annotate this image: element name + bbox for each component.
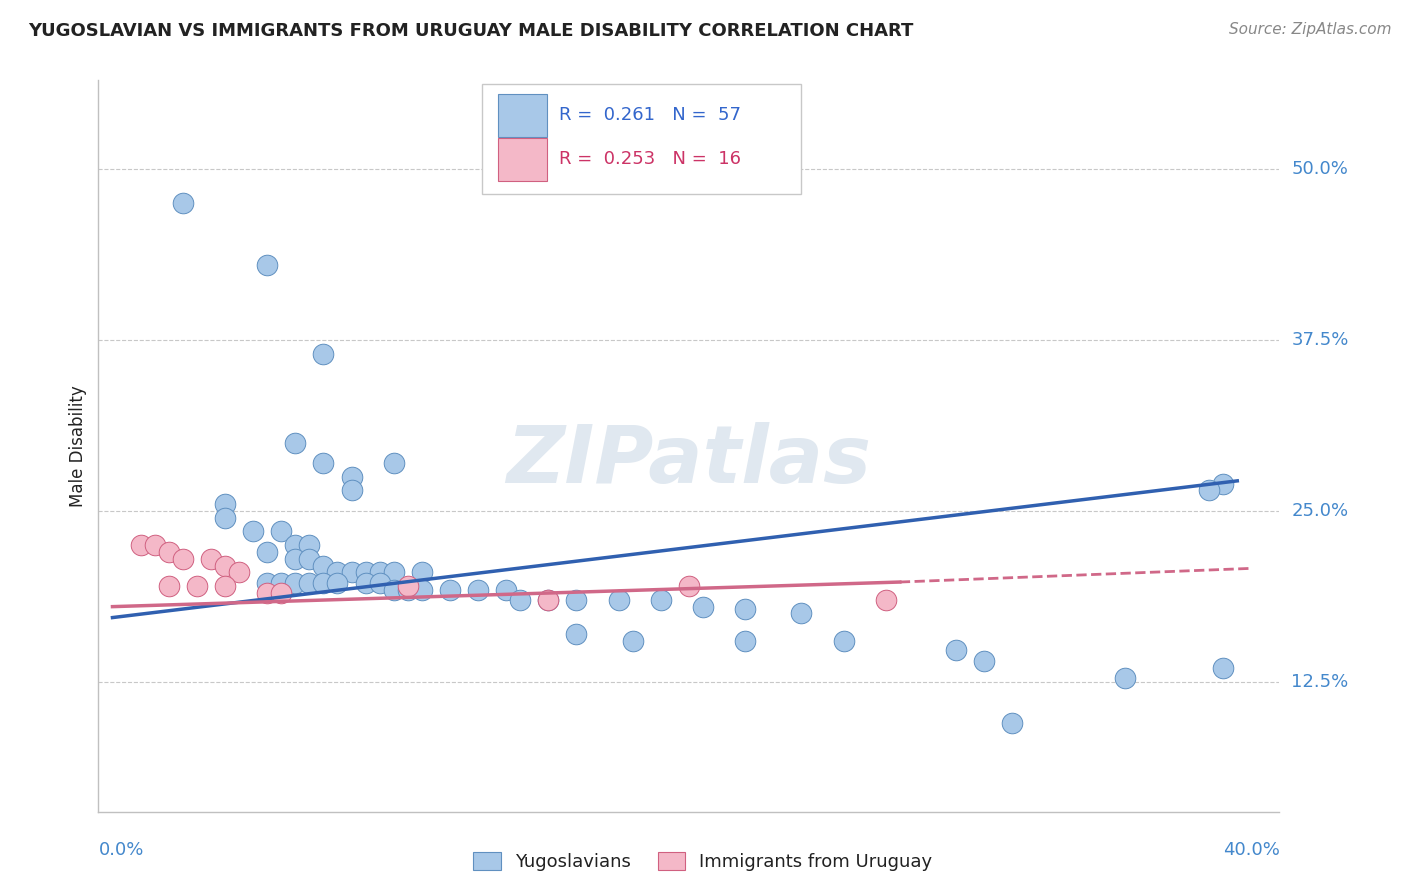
Point [256,576,278,591]
Point [256,258,278,272]
Point [875,592,897,607]
Point [256,586,278,600]
Point [129,538,152,552]
Point [157,579,180,593]
Point [382,583,405,598]
Point [284,435,307,450]
Text: 12.5%: 12.5% [1291,673,1348,690]
Point [172,551,194,566]
Point [340,483,363,498]
Text: 0.0%: 0.0% [98,841,143,859]
Point [312,456,335,470]
FancyBboxPatch shape [482,84,801,194]
Point [214,510,236,524]
Point [340,566,363,580]
Point [678,579,700,593]
Point [312,558,335,573]
Point [1001,715,1024,730]
Point [537,592,560,607]
FancyBboxPatch shape [498,137,547,181]
Point [284,538,307,552]
Text: YUGOSLAVIAN VS IMMIGRANTS FROM URUGUAY MALE DISABILITY CORRELATION CHART: YUGOSLAVIAN VS IMMIGRANTS FROM URUGUAY M… [28,22,914,40]
Point [312,576,335,591]
Point [467,583,489,598]
Legend: Yugoslavians, Immigrants from Uruguay: Yugoslavians, Immigrants from Uruguay [467,845,939,879]
Text: R =  0.253   N =  16: R = 0.253 N = 16 [560,150,741,169]
Point [354,566,377,580]
Point [312,347,335,361]
Point [1212,661,1234,675]
Point [973,654,995,668]
Point [1212,476,1234,491]
Point [298,576,321,591]
Point [495,583,517,598]
Point [396,579,419,593]
Point [298,551,321,566]
Point [186,579,208,593]
Point [157,545,180,559]
Point [368,576,391,591]
Point [565,592,588,607]
Point [734,633,756,648]
Text: 40.0%: 40.0% [1223,841,1279,859]
Point [382,566,405,580]
Point [565,627,588,641]
Point [509,592,531,607]
Point [242,524,264,539]
Point [214,497,236,511]
Point [1114,671,1136,685]
Point [411,566,433,580]
Point [368,566,391,580]
Point [621,633,644,648]
Point [214,558,236,573]
Point [411,583,433,598]
Point [228,566,250,580]
Point [607,592,630,607]
Point [326,576,349,591]
Point [270,576,292,591]
Point [734,602,756,616]
Point [256,545,278,559]
Point [692,599,714,614]
Text: 50.0%: 50.0% [1291,161,1348,178]
Text: R =  0.261   N =  57: R = 0.261 N = 57 [560,106,741,124]
Point [270,524,292,539]
Point [172,196,194,211]
Point [354,576,377,591]
Point [396,583,419,598]
Point [326,566,349,580]
Point [537,592,560,607]
Point [945,643,967,657]
Text: 25.0%: 25.0% [1291,502,1348,520]
Point [143,538,166,552]
Point [284,551,307,566]
Y-axis label: Male Disability: Male Disability [69,385,87,507]
Point [832,633,855,648]
Point [200,551,222,566]
Text: 37.5%: 37.5% [1291,331,1348,349]
Text: Source: ZipAtlas.com: Source: ZipAtlas.com [1229,22,1392,37]
Point [298,538,321,552]
Point [439,583,461,598]
Point [382,456,405,470]
Point [790,607,813,621]
Point [1198,483,1220,498]
Point [214,579,236,593]
Point [270,586,292,600]
Point [284,576,307,591]
Text: ZIPatlas: ZIPatlas [506,422,872,500]
Point [340,469,363,483]
Point [650,592,672,607]
FancyBboxPatch shape [498,94,547,137]
